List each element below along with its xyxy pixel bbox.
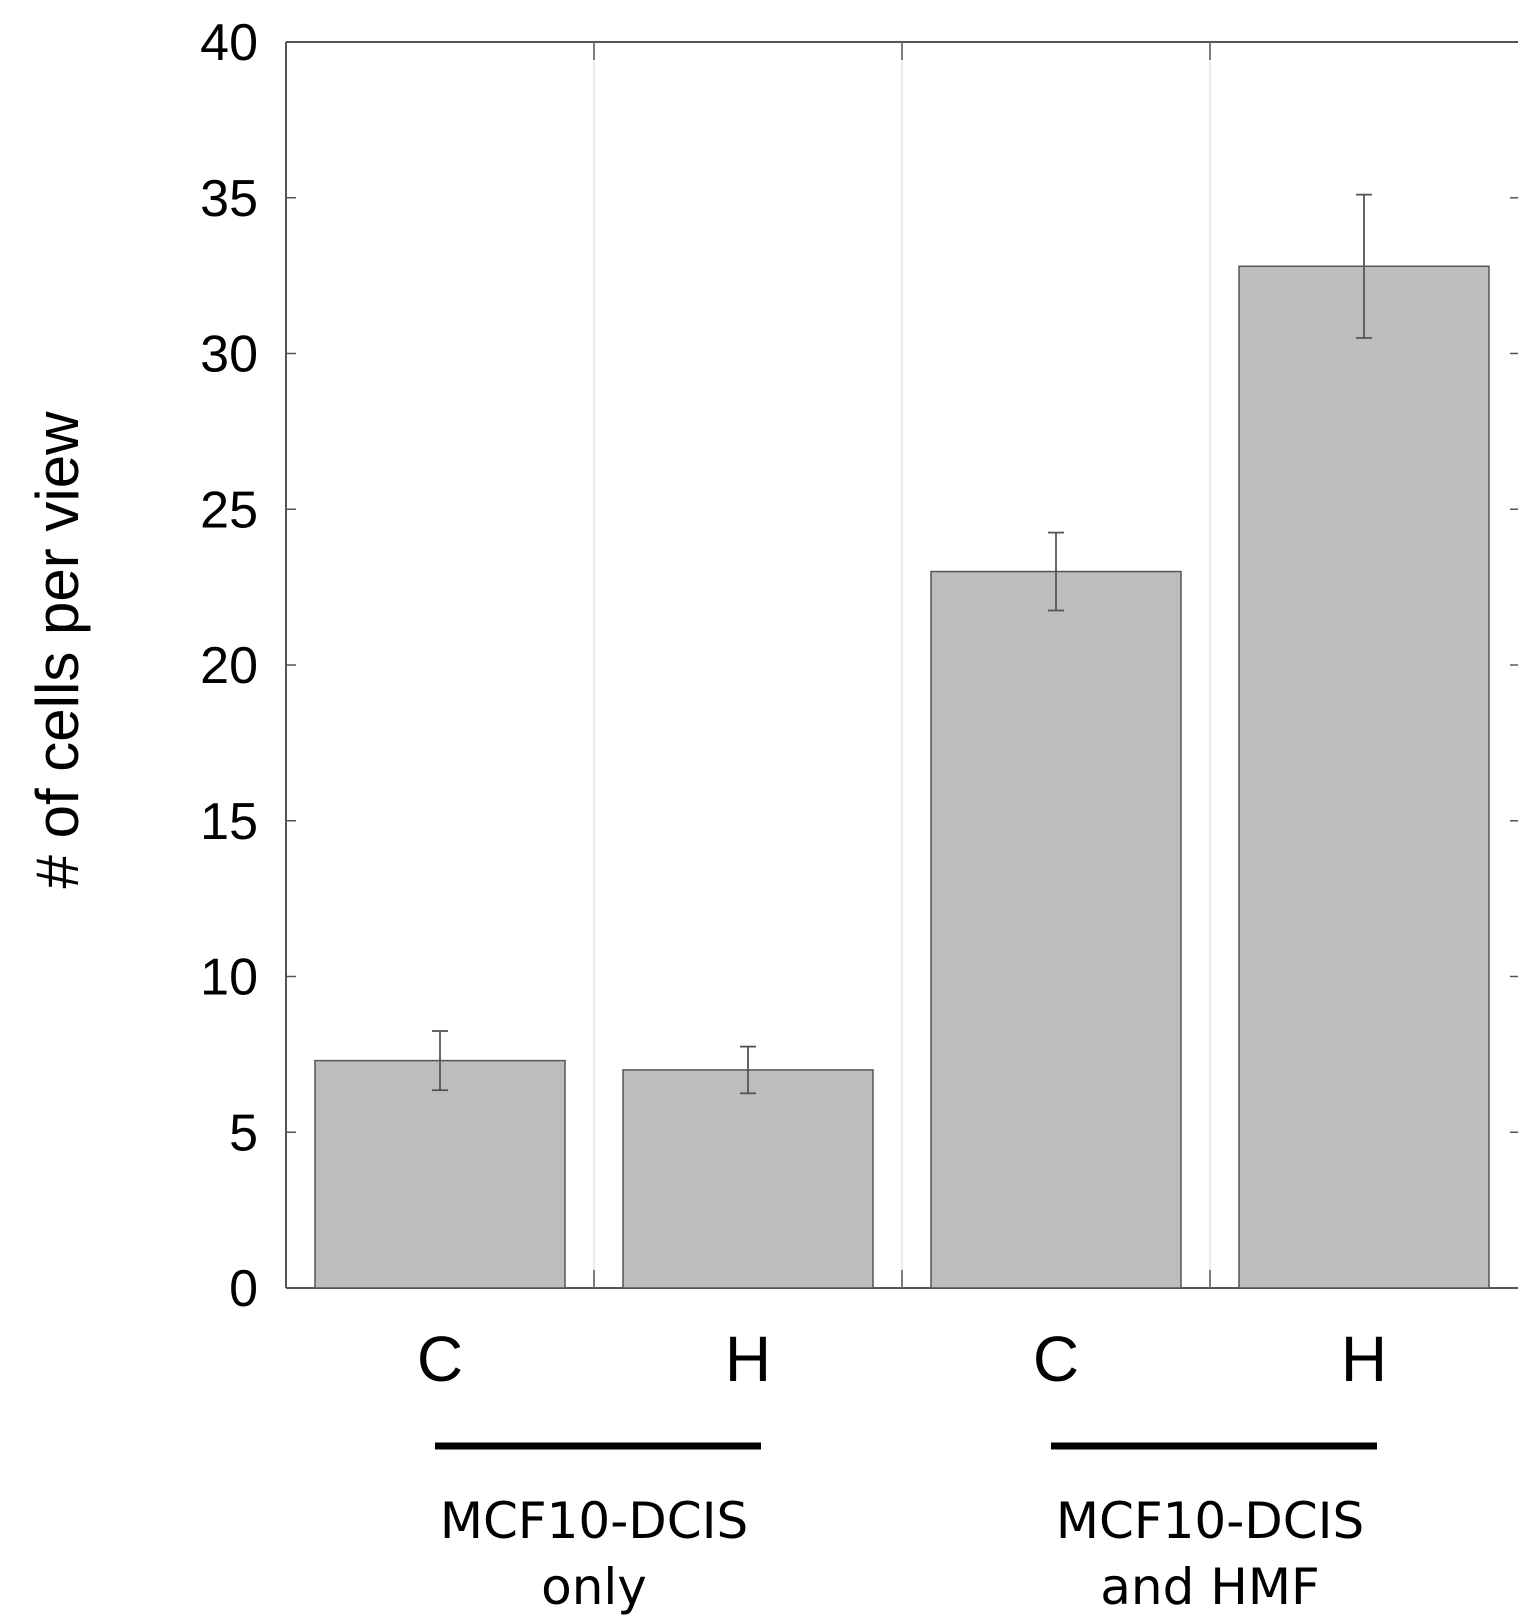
category-label: H	[725, 1323, 771, 1395]
bar	[1238, 265, 1490, 1289]
y-axis-title: # of cells per view	[24, 411, 91, 889]
group-label-line2: only	[541, 1558, 647, 1616]
category-label: C	[417, 1323, 463, 1395]
category-label: H	[1341, 1323, 1387, 1395]
y-tick-label: 20	[200, 637, 258, 695]
bar	[622, 1069, 874, 1289]
y-tick-label: 35	[200, 170, 258, 228]
y-tick-label: 40	[200, 14, 258, 72]
error-bars	[432, 193, 1372, 1095]
y-tick-label: 25	[200, 481, 258, 539]
y-axis: 0 5 10 15 20 25 30 35 40	[200, 14, 1518, 1318]
bar	[930, 570, 1182, 1289]
group-label-line2: and HMF	[1100, 1558, 1319, 1616]
bar	[314, 1059, 566, 1289]
bars	[314, 265, 1490, 1289]
group-label-line1: MCF10-DCIS	[1056, 1492, 1364, 1550]
y-tick-label: 15	[200, 793, 258, 851]
y-tick-label: 30	[200, 326, 258, 384]
y-tick-label: 5	[229, 1104, 258, 1162]
category-separators	[593, 42, 1211, 1288]
category-label: C	[1033, 1323, 1079, 1395]
y-tick-label: 0	[229, 1260, 258, 1318]
y-tick-label: 10	[200, 949, 258, 1007]
group-label-line1: MCF10-DCIS	[440, 1492, 748, 1550]
group-labels: MCF10-DCIS only MCF10-DCIS and HMF	[435, 1442, 1377, 1616]
